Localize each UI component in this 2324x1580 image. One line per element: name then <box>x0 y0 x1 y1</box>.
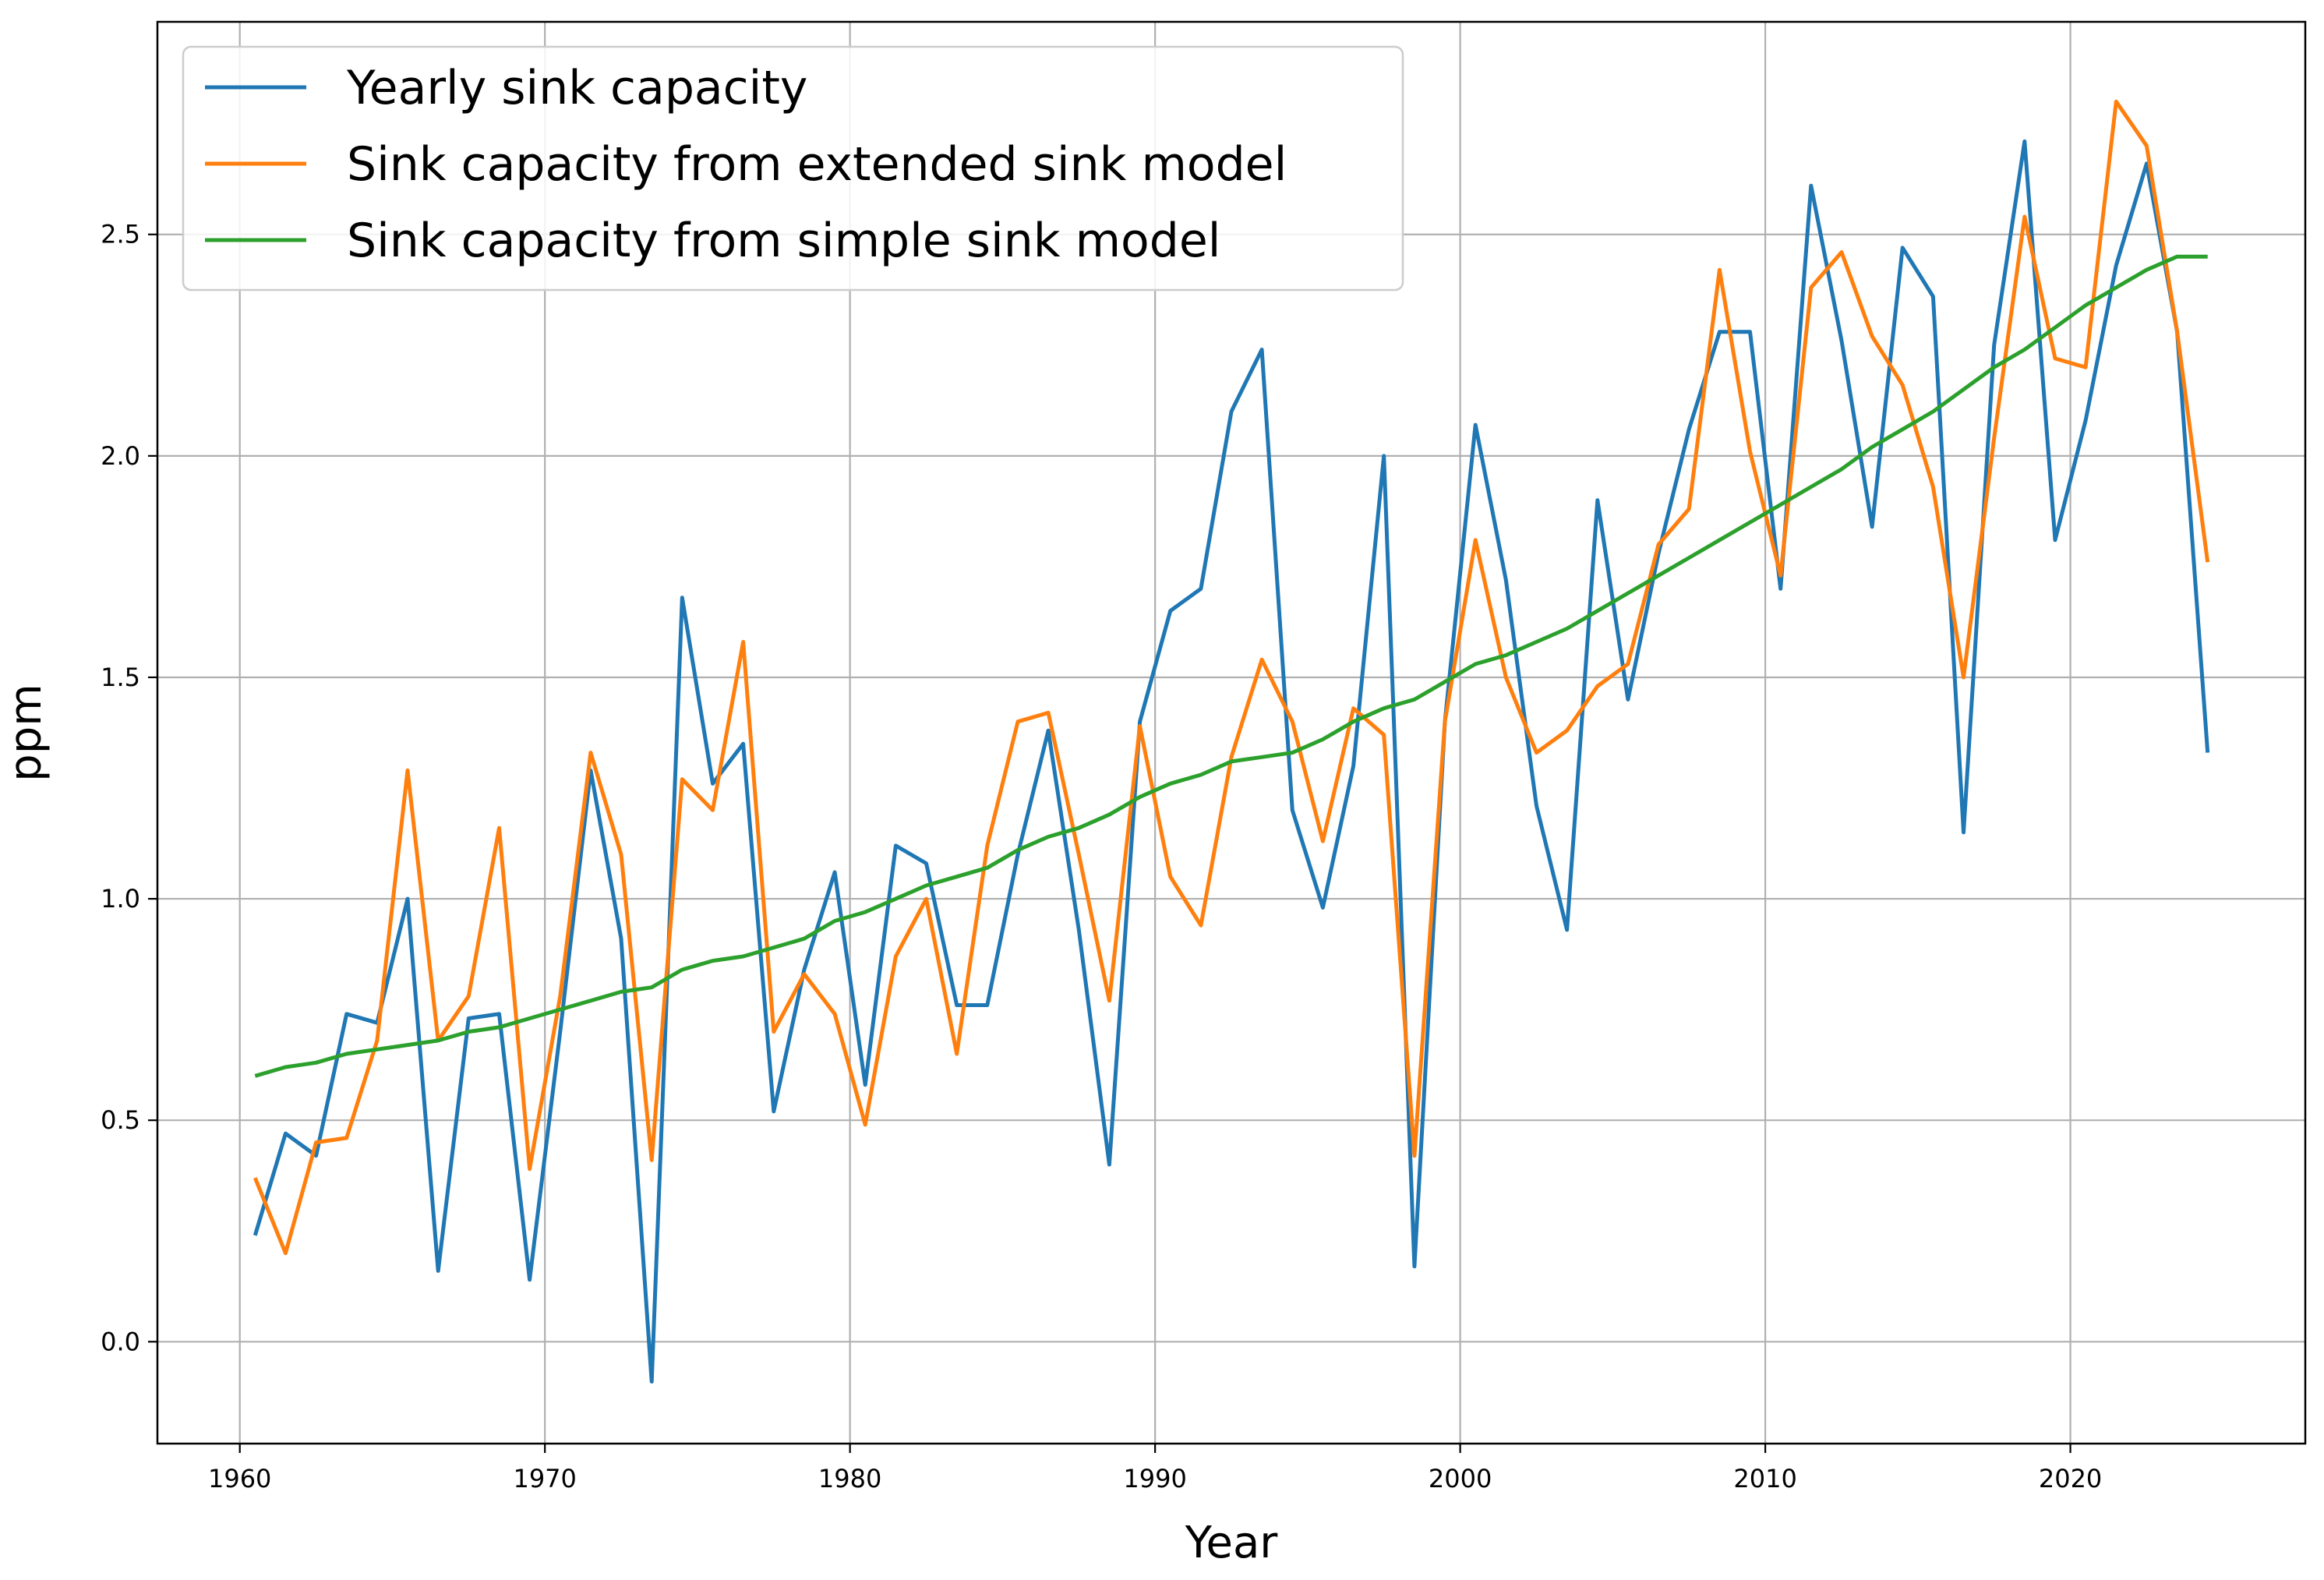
y-axis-label: ppm <box>1 684 51 782</box>
legend-entry-label: Yearly sink capacity <box>346 61 807 115</box>
x-tick-label: 1980 <box>818 1464 881 1493</box>
legend: Yearly sink capacity Sink capacity from e… <box>182 45 1404 292</box>
x-tick-label: 2000 <box>1429 1464 1492 1493</box>
series-lines <box>253 99 2210 1384</box>
x-tick-label: 1990 <box>1123 1464 1186 1493</box>
legend-box <box>182 45 1404 292</box>
x-tick-label: 1960 <box>208 1464 271 1493</box>
x-tick-label: 2010 <box>1733 1464 1796 1493</box>
y-tick-label: 1.5 <box>101 663 140 692</box>
y-tick-label: 1.0 <box>101 884 140 914</box>
y-tick-label: 0.0 <box>101 1327 140 1356</box>
y-tick-label: 0.5 <box>101 1105 140 1135</box>
legend-entry-label: Sink capacity from extended sink model <box>347 137 1287 192</box>
legend-entry-label: Sink capacity from simple sink model <box>347 214 1220 268</box>
series-line-1 <box>253 139 2210 1384</box>
axis-ticks: 1960 1970 1980 1990 2000 2010 2020 0.0 0.5 1.0 1.5… <box>101 220 2102 1493</box>
y-tick-label: 2.0 <box>101 441 140 471</box>
x-tick-label: 2020 <box>2039 1464 2102 1493</box>
x-axis-label: Year <box>1185 1518 1279 1568</box>
series-line-2 <box>253 99 2210 1256</box>
y-tick-label: 2.5 <box>101 220 140 249</box>
x-tick-label: 1970 <box>513 1464 576 1493</box>
series-line-3 <box>254 254 2208 1078</box>
plot-frame <box>156 20 2307 1445</box>
